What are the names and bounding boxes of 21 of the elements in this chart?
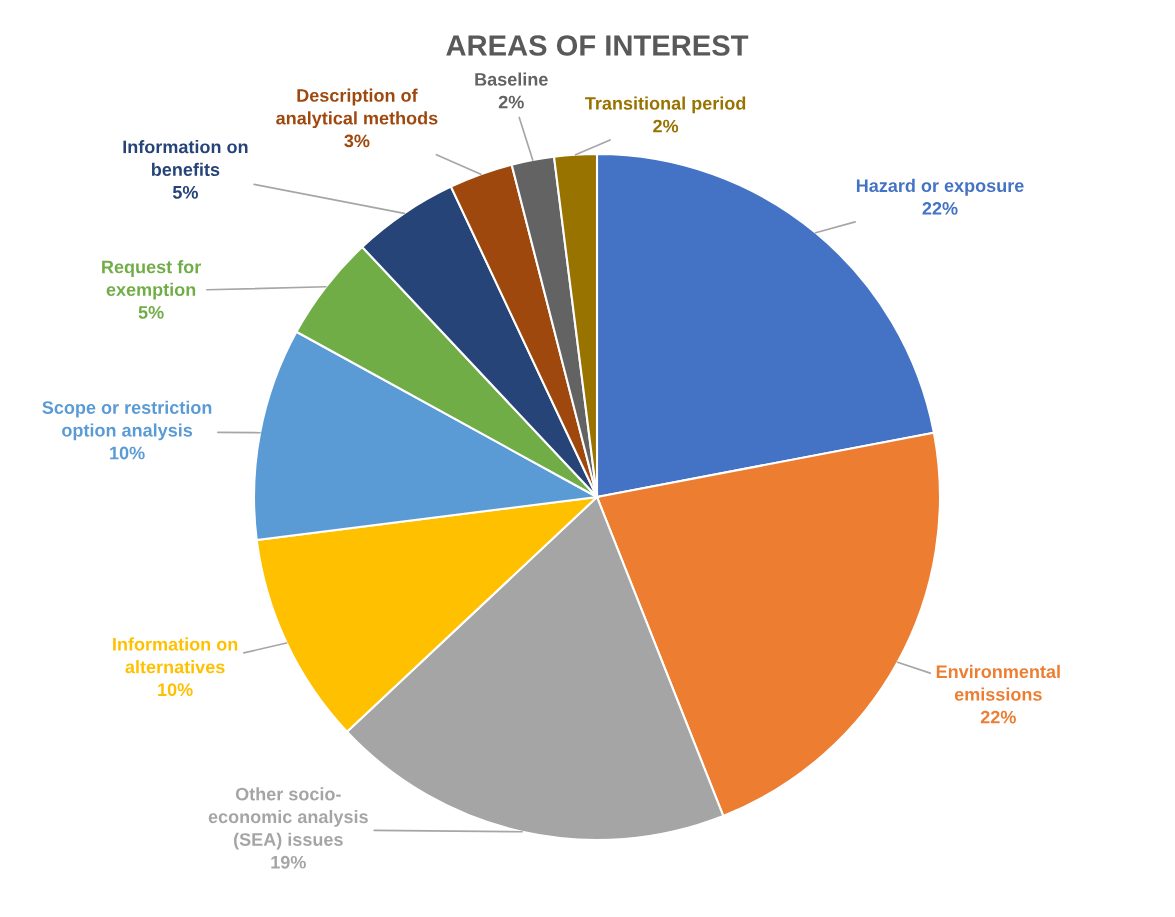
slice-label: Description of analytical methods	[276, 88, 438, 129]
slice-label: Information on benefits	[123, 140, 248, 176]
data-label: 10%	[158, 683, 193, 697]
slice-label: Transitional period	[585, 96, 746, 114]
data-label: 5%	[172, 185, 198, 199]
slice-label: Scope or restriction option analysis	[42, 400, 212, 441]
data-label: 3%	[344, 134, 370, 148]
chart-title: AREAS OF INTEREST	[446, 35, 749, 56]
slice-label: Environmental emissions	[936, 664, 1060, 701]
slice-label: Information on alternatives	[113, 637, 238, 674]
data-label: 5%	[138, 306, 164, 319]
data-label: 10%	[110, 446, 145, 460]
data-label: 2%	[498, 95, 524, 109]
slice-label: Request for exemption	[102, 260, 201, 300]
slice-label: Hazard or exposure	[856, 178, 1024, 196]
slice-label: Baseline	[475, 72, 548, 86]
data-label: 22%	[980, 710, 1016, 724]
slice-label: Other socio- economic analysis (SEA) issues	[208, 787, 368, 850]
data-label: 19%	[271, 855, 306, 869]
data-label: 22%	[922, 202, 958, 215]
data-label: 2%	[653, 119, 679, 133]
